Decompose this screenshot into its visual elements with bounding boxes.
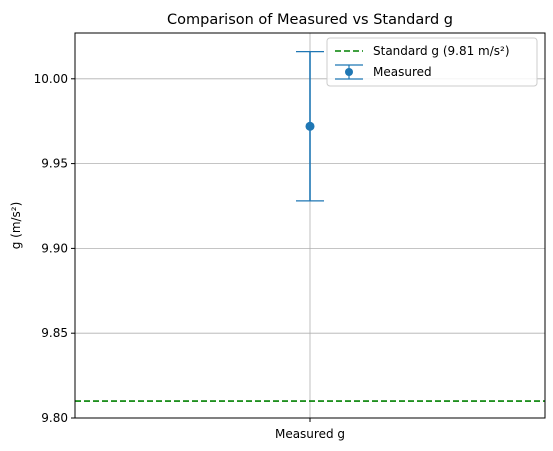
data-point-measured (305, 121, 315, 131)
legend-swatch-point (345, 68, 353, 76)
y-tick-label: 9.85 (41, 326, 68, 340)
legend: Standard g (9.81 m/s²) Measured (326, 37, 538, 87)
y-tick-label: 9.80 (41, 411, 68, 425)
y-tick-label: 9.95 (41, 157, 68, 171)
x-tick-label: Measured g (275, 427, 345, 441)
legend-label-standard-g: Standard g (9.81 m/s²) (373, 44, 510, 58)
y-axis-label: g (m/s²) (9, 202, 23, 250)
plot-area (74, 32, 546, 419)
y-tick-label: 9.90 (41, 241, 68, 255)
chart-title: Comparison of Measured vs Standard g (167, 12, 453, 28)
legend-box (326, 37, 538, 87)
y-tick-label: 10.00 (34, 72, 68, 86)
x-axis: Measured g (275, 418, 345, 441)
y-axis: 9.80 9.85 9.90 9.95 10.00 (34, 72, 75, 425)
legend-label-measured: Measured (373, 65, 432, 79)
data-marks (296, 51, 324, 202)
